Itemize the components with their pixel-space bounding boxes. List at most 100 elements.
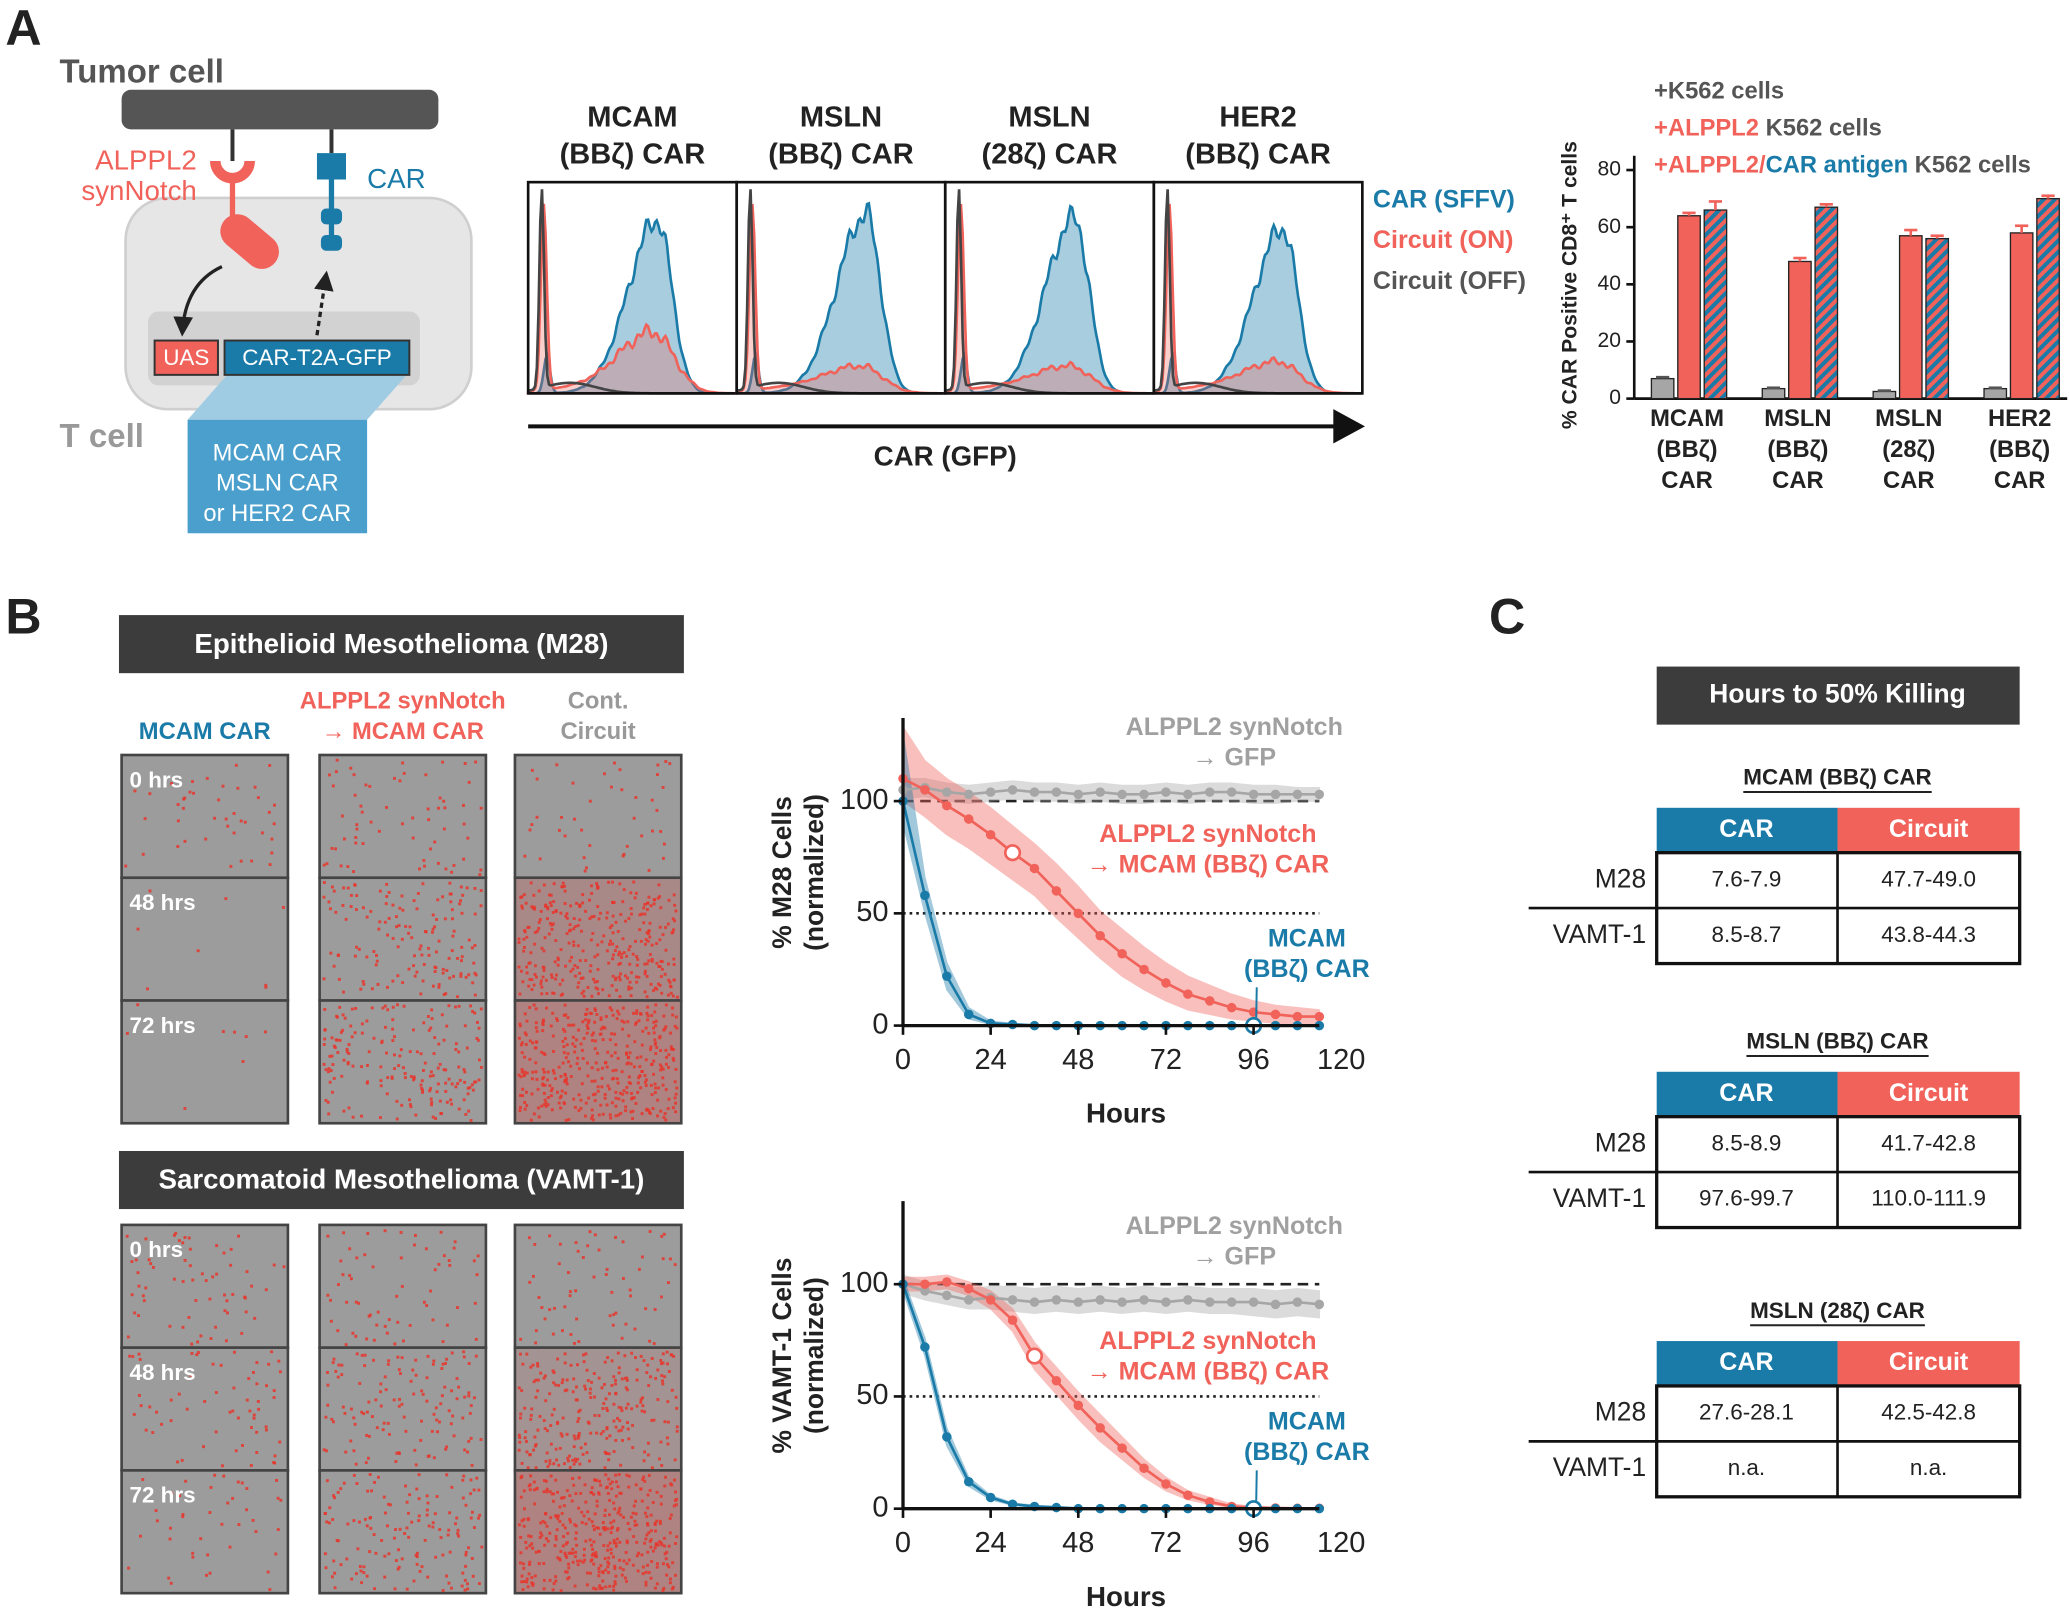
cell-dot (647, 929, 651, 933)
cell-dot (466, 1587, 470, 1591)
cell-dot (454, 1042, 458, 1046)
cell-dot (647, 1108, 651, 1112)
cell-dot (450, 949, 454, 953)
cell-dot (208, 1571, 212, 1575)
cell-dot (358, 1381, 362, 1385)
cell-dot (622, 1559, 626, 1563)
cell-dot (555, 1515, 559, 1519)
cell-dot (331, 784, 335, 788)
cell-dot (455, 1377, 459, 1380)
cell-dot (369, 820, 373, 824)
cell-dot (617, 1473, 621, 1476)
cell-dot (622, 852, 626, 856)
cell-dot (596, 886, 600, 890)
cell-dot (360, 1031, 364, 1035)
cell-dot (474, 1337, 478, 1341)
cell-dot (559, 1074, 563, 1078)
cell-dot (637, 1076, 641, 1080)
cell-dot (333, 1571, 337, 1575)
cell-dot (661, 786, 665, 789)
cell-dot (675, 1086, 679, 1090)
cell-dot (529, 1417, 533, 1421)
cell-dot (325, 862, 329, 866)
cell-dot (537, 1562, 541, 1566)
cell-dot (576, 1363, 579, 1367)
cell-dot (412, 1392, 416, 1396)
cell-dot (342, 990, 345, 994)
cell-dot (523, 1107, 527, 1111)
cell-dot (578, 959, 582, 963)
cell-dot (533, 1435, 537, 1439)
cell-dot (670, 1587, 674, 1591)
cell-dot (625, 844, 629, 848)
cell-dot (569, 969, 573, 973)
cell-dot (550, 1413, 554, 1417)
cell-dot (148, 889, 152, 893)
cell-dot (155, 1410, 159, 1414)
cell-dot (402, 1004, 406, 1008)
cell-dot (461, 1478, 465, 1482)
cell-dot (622, 1515, 626, 1519)
cell-dot (675, 1497, 679, 1501)
error-band (902, 1274, 1320, 1319)
cell-dot (635, 955, 639, 959)
cell-dot (592, 1540, 596, 1544)
cell-dot (552, 1499, 555, 1503)
header-cell (1837, 807, 2020, 853)
cell-dot (331, 1090, 334, 1094)
cell-dot (561, 1544, 565, 1548)
cell-dot (460, 955, 464, 959)
cell-dot (522, 1562, 525, 1566)
cell-dot (612, 1584, 616, 1588)
cell-dot (204, 1279, 208, 1283)
x-tick-label: 0 (895, 1044, 911, 1076)
data-point (1161, 787, 1171, 797)
cell-dot (401, 1339, 405, 1343)
cell-dot (519, 1352, 522, 1356)
cell-dot (618, 950, 621, 954)
data-point (1095, 787, 1105, 797)
cell-dot (464, 1503, 468, 1507)
cell-dot (341, 1405, 345, 1409)
cell-dot (139, 1404, 143, 1408)
cell-dot (450, 1082, 454, 1086)
cell-dot (660, 1543, 664, 1547)
cell-dot (557, 1383, 561, 1387)
cell-dot (593, 1047, 597, 1051)
cell-dot (322, 1448, 326, 1452)
cell-dot (407, 967, 411, 971)
cell-dot (591, 1552, 595, 1556)
cell-dot (648, 1539, 652, 1543)
legend-part: K562 cells (1908, 152, 2031, 179)
cell-dot (649, 982, 653, 986)
cell-dot (369, 909, 373, 913)
cell-dot (354, 908, 358, 912)
cell-dot (630, 1407, 634, 1411)
cell-dot (567, 1060, 570, 1064)
cell-dot (605, 1436, 609, 1440)
cell-dot (634, 1022, 637, 1026)
table-cell: 41.7-42.8 (1881, 1130, 1976, 1155)
cell-dot (557, 1065, 561, 1069)
cell-dot (326, 1070, 330, 1074)
cell-dot (636, 1090, 640, 1094)
cell-dot (176, 1460, 180, 1464)
cell-dot (536, 1428, 540, 1432)
cell-dot (392, 1398, 396, 1402)
cell-dot (232, 812, 236, 815)
cell-dot (557, 1101, 561, 1105)
cell-dot (422, 963, 426, 966)
cell-dot (559, 948, 563, 952)
cell-dot (575, 1398, 579, 1402)
cell-dot (612, 1313, 616, 1317)
label: (BBζ) CAR (768, 138, 914, 170)
callout (187, 374, 407, 420)
cell-dot (651, 1107, 655, 1110)
cell-dot (359, 987, 363, 991)
cell-dot (399, 1048, 403, 1052)
cell-dot (184, 1479, 188, 1483)
cell-dot (624, 1551, 628, 1554)
cell-dot (519, 1536, 523, 1539)
cell-dot (353, 793, 357, 797)
